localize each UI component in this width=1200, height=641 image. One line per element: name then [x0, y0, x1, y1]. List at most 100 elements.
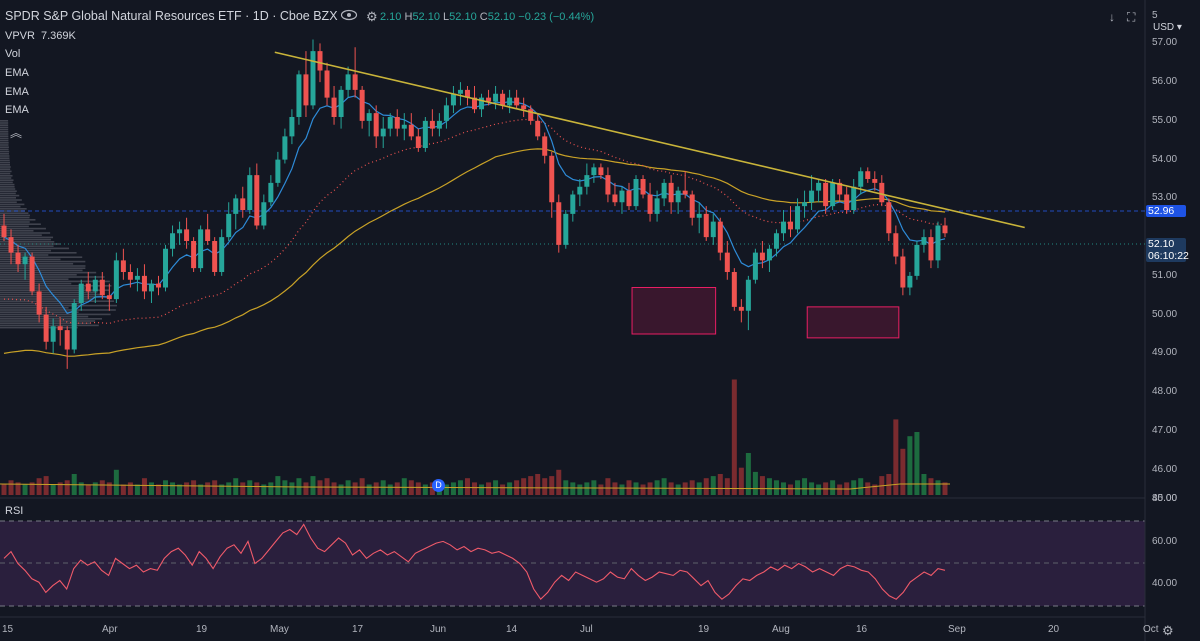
- volume-bar: [226, 482, 232, 495]
- candle-body: [233, 198, 239, 214]
- candle-body: [15, 252, 21, 265]
- vpvr-bar: [0, 232, 51, 234]
- currency-selector[interactable]: USD ▾: [1153, 22, 1182, 33]
- volume-bar: [479, 484, 485, 495]
- candle-body: [127, 272, 133, 280]
- volume-bar: [703, 478, 709, 495]
- candle-body: [928, 237, 934, 261]
- volume-bar: [661, 478, 667, 495]
- candle: [703, 206, 709, 241]
- fullscreen-icon[interactable]: ⛶: [1127, 10, 1136, 24]
- volume-bar: [472, 482, 477, 495]
- candle-body: [619, 190, 625, 203]
- vpvr-bar: [0, 269, 83, 272]
- time-tick: Apr: [102, 624, 118, 635]
- vpvr-bar: [0, 238, 51, 241]
- candle-body: [788, 221, 794, 230]
- vpvr-bar: [0, 241, 55, 243]
- settings-icon[interactable]: ⚙: [366, 9, 378, 24]
- vpvr-legend[interactable]: VPVR 7.369K: [5, 30, 76, 42]
- candle: [802, 190, 808, 218]
- volume-bar: [1, 484, 7, 495]
- candle-body: [134, 275, 140, 280]
- volume-bar: [212, 480, 218, 495]
- candle-body: [514, 97, 520, 106]
- volume-bar: [731, 379, 737, 495]
- candle: [661, 179, 667, 207]
- candle: [907, 272, 913, 296]
- volume-bar: [240, 482, 246, 495]
- candle-body: [29, 256, 35, 292]
- vpvr-bar: [0, 153, 9, 155]
- vpvr-bar: [0, 265, 86, 267]
- axis-settings-icon[interactable]: ⚙: [1162, 623, 1174, 638]
- rsi-legend[interactable]: RSI: [5, 505, 24, 517]
- down-arrow-icon[interactable]: ↓: [1109, 10, 1115, 24]
- candle-body: [408, 124, 414, 137]
- candle-body: [352, 74, 358, 90]
- rsi-tick: 80.00: [1152, 493, 1178, 504]
- close-value: 52.10: [487, 11, 516, 23]
- volume-bar: [177, 484, 183, 495]
- candle: [219, 229, 225, 276]
- candle-body: [170, 233, 176, 249]
- dividend-marker[interactable]: D: [432, 479, 445, 492]
- high-value: 52.10: [412, 11, 440, 23]
- rsi-line: [3, 523, 946, 601]
- candle: [359, 86, 365, 129]
- vpvr-bar: [0, 263, 74, 265]
- candle-body: [717, 221, 723, 253]
- candle-body: [773, 233, 779, 249]
- candle-body: [387, 117, 393, 129]
- eye-icon[interactable]: [340, 8, 358, 22]
- candle: [50, 318, 56, 354]
- candle: [401, 113, 407, 141]
- vpvr-bar: [0, 177, 12, 179]
- candle: [247, 167, 253, 214]
- candle: [830, 179, 836, 210]
- volume-bars: [1, 379, 948, 495]
- vpvr-bar: [0, 146, 9, 148]
- vpvr-bar: [0, 287, 85, 289]
- ema-legend-1[interactable]: EMA: [5, 67, 29, 79]
- volume-bar: [654, 480, 660, 495]
- candle: [387, 113, 393, 137]
- ema-legend-2[interactable]: EMA: [5, 86, 29, 98]
- candle: [373, 105, 379, 148]
- vpvr-bar: [0, 172, 11, 175]
- ema-legend-3[interactable]: EMA: [5, 104, 29, 116]
- vpvr-bar: [0, 150, 10, 153]
- candle-body: [472, 97, 477, 110]
- candle: [780, 210, 786, 241]
- volume-bar: [254, 482, 260, 495]
- volume-bar: [43, 476, 49, 495]
- candle-body: [647, 194, 653, 214]
- vpvr-bar: [0, 293, 103, 296]
- volume-bar: [78, 482, 84, 495]
- candle: [640, 175, 646, 199]
- vpvr-bar: [0, 194, 20, 197]
- volume-bar: [170, 482, 176, 495]
- candle-body: [577, 186, 583, 195]
- vpvr-bar: [0, 214, 31, 217]
- candle-body: [556, 202, 562, 245]
- candle: [71, 299, 77, 354]
- candle: [696, 202, 702, 234]
- candle-body: [921, 237, 927, 245]
- chart-title[interactable]: SPDR S&P Global Natural Resources ETF · …: [5, 9, 338, 23]
- candle: [612, 182, 618, 207]
- volume-bar: [507, 482, 513, 495]
- vol-legend[interactable]: Vol: [5, 48, 21, 60]
- candle: [570, 190, 576, 222]
- vpvr-bar: [0, 326, 78, 329]
- volume-bar: [366, 484, 372, 495]
- candle: [493, 86, 499, 110]
- vpvr-bar: [0, 245, 54, 247]
- collapse-chevron-icon[interactable]: ︽: [10, 126, 23, 140]
- candle-body: [542, 136, 548, 156]
- candle: [380, 117, 386, 148]
- candle: [464, 86, 470, 106]
- open-value: 2.10: [380, 11, 402, 23]
- time-tick: 15: [2, 624, 14, 635]
